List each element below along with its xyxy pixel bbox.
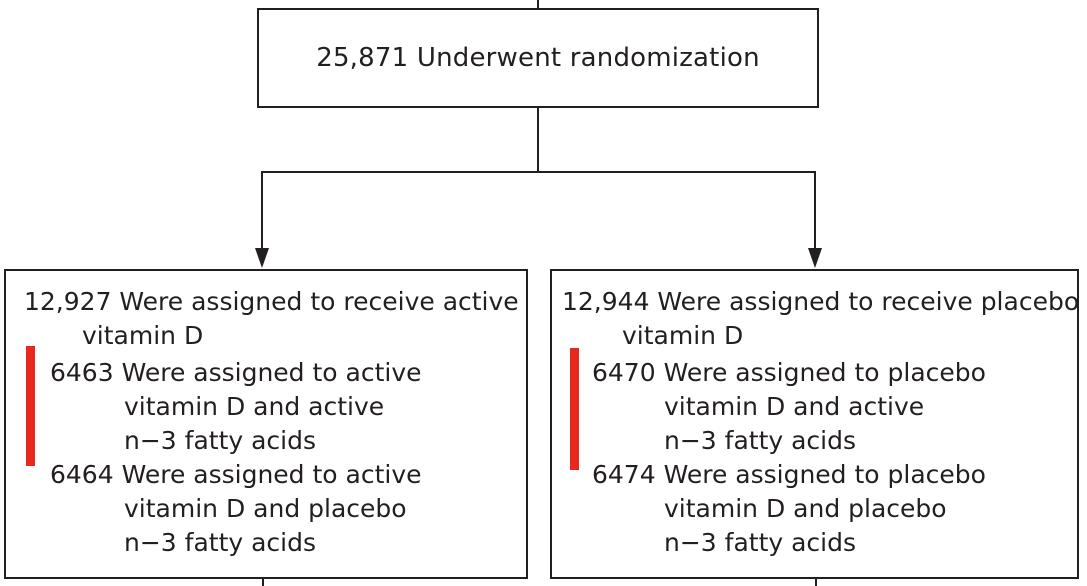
active-arm-title: 12,927 Were assigned to receive active [24,287,519,316]
subgroup-label: Were assigned to placebo [663,358,986,387]
subgroup-label-cont: vitamin D and placebo [124,494,407,523]
highlight-bar [26,346,35,466]
subgroup-label-cont: vitamin D and active [664,392,925,421]
active-arm-title-cont: vitamin D [82,321,204,350]
randomization-box: 25,871 Underwent randomization [257,8,819,108]
subgroup-count: 6464 [50,460,114,489]
subgroup-label: Were assigned to active [121,358,422,387]
active-vitamin-d-box: 12,927 Were assigned to receive active v… [4,269,528,579]
subgroup-label-cont: vitamin D and placebo [664,494,947,523]
subgroup-count: 6463 [50,358,114,387]
subgroup-label-cont: n−3 fatty acids [664,426,857,455]
subgroup-label: Were assigned to active [121,460,422,489]
subgroup-active-placebo: 6464 Were assigned to active [50,458,422,492]
right-arrow-head [808,248,822,268]
subgroup-label-cont: n−3 fatty acids [664,528,857,557]
placebo-arm-title: 12,944 Were assigned to receive placebo [562,287,1080,316]
placebo-vitamin-d-box: 12,944 Were assigned to receive placebo … [550,269,1079,579]
subgroup-count: 6474 [592,460,656,489]
subgroup-label-cont: vitamin D and active [124,392,385,421]
subgroup-placebo-placebo: 6474 Were assigned to placebo [592,458,986,492]
subgroup-label-cont: n−3 fatty acids [124,528,317,557]
subgroup-count: 6470 [592,358,656,387]
left-arrow-head [255,248,269,268]
randomization-label: 25,871 Underwent randomization [316,43,760,73]
subgroup-active-active: 6463 Were assigned to active [50,356,422,390]
subgroup-label: Were assigned to placebo [663,460,986,489]
subgroup-placebo-active: 6470 Were assigned to placebo [592,356,986,390]
highlight-bar [570,348,579,470]
subgroup-label-cont: n−3 fatty acids [124,426,317,455]
placebo-arm-title-cont: vitamin D [622,321,744,350]
